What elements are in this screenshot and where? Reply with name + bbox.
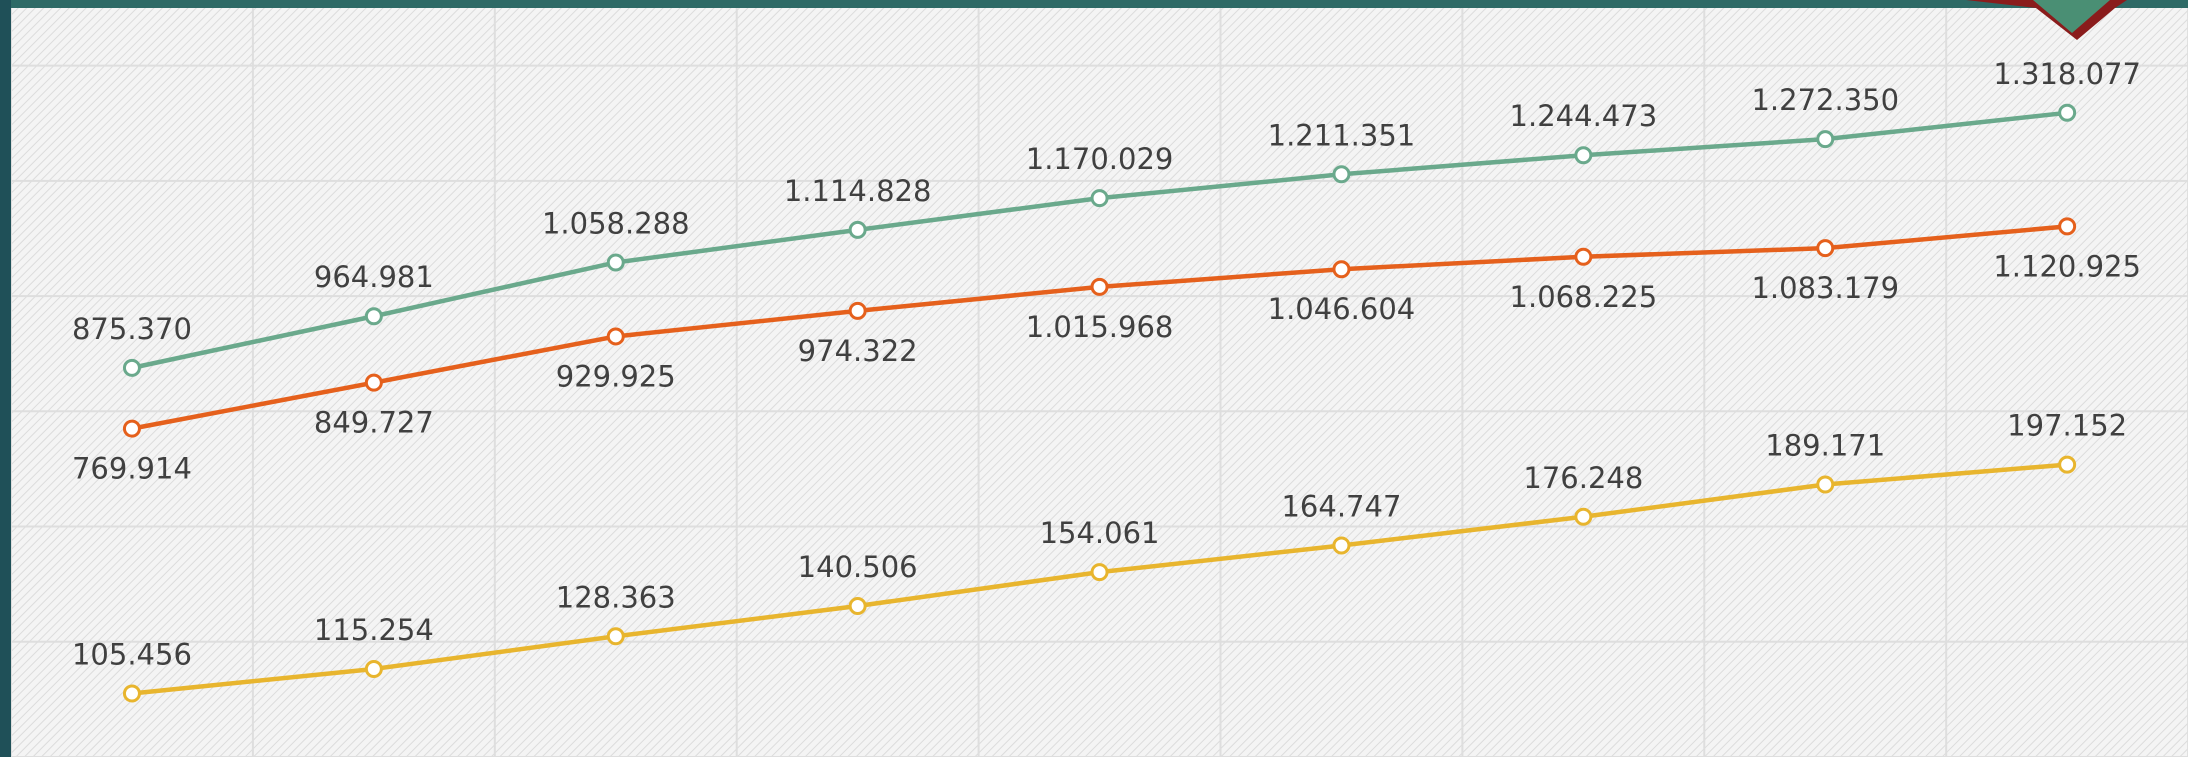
data-point [1574, 247, 1593, 266]
data-label: 1.318.077 [1993, 57, 2141, 91]
data-label: 164.747 [1281, 489, 1401, 523]
data-label: 128.363 [556, 580, 676, 614]
data-label: 1.114.828 [784, 174, 932, 208]
data-point [848, 220, 867, 239]
data-point [1816, 239, 1835, 258]
data-label: 875.370 [72, 312, 192, 346]
data-label: 1.244.473 [1510, 99, 1658, 133]
data-label: 1.272.350 [1751, 83, 1899, 117]
data-point [848, 596, 867, 615]
top-bar [0, 0, 2188, 8]
data-label: 769.914 [72, 452, 192, 486]
left-bar [0, 0, 11, 757]
data-point [1816, 130, 1835, 149]
data-point [1332, 165, 1351, 184]
data-point [122, 358, 141, 377]
data-label: 929.925 [556, 359, 676, 393]
data-point [848, 301, 867, 320]
data-point [606, 627, 625, 646]
data-point [1090, 277, 1109, 296]
data-point [1090, 563, 1109, 582]
data-point [364, 373, 383, 392]
data-point [364, 307, 383, 326]
data-label: 1.046.604 [1268, 292, 1416, 326]
data-label: 1.170.029 [1026, 142, 1174, 176]
data-point [1574, 507, 1593, 526]
corner-ornament-inner [2033, 0, 2110, 33]
data-point [1090, 189, 1109, 208]
data-point [2058, 217, 2077, 236]
data-point [1332, 536, 1351, 555]
data-point [606, 327, 625, 346]
data-label: 197.152 [2007, 409, 2127, 443]
data-label: 105.456 [72, 637, 192, 671]
data-point [122, 684, 141, 703]
data-point [1574, 146, 1593, 165]
data-label: 964.981 [314, 260, 434, 294]
data-label: 1.058.288 [542, 206, 690, 240]
data-label: 1.120.925 [1993, 249, 2141, 283]
grid [10, 0, 2188, 757]
data-point [2058, 455, 2077, 474]
data-label: 115.254 [314, 613, 434, 647]
data-label: 1.068.225 [1510, 280, 1658, 314]
data-point [364, 660, 383, 679]
data-point [1816, 475, 1835, 494]
data-point [122, 419, 141, 438]
marks: 875.370 964.981 1.058.288 1.114.828 1.170.02… [72, 57, 2141, 703]
data-label: 1.211.351 [1268, 118, 1416, 152]
data-label: 140.506 [798, 550, 918, 584]
data-label: 849.727 [314, 406, 434, 440]
data-label: 1.083.179 [1751, 271, 1899, 305]
data-label: 1.015.968 [1026, 310, 1174, 344]
data-label: 974.322 [798, 334, 918, 368]
data-point [2058, 103, 2077, 122]
data-label: 189.171 [1765, 429, 1885, 463]
data-point [1332, 260, 1351, 279]
data-label: 154.061 [1040, 516, 1160, 550]
data-point [606, 253, 625, 272]
data-label: 176.248 [1523, 461, 1643, 495]
